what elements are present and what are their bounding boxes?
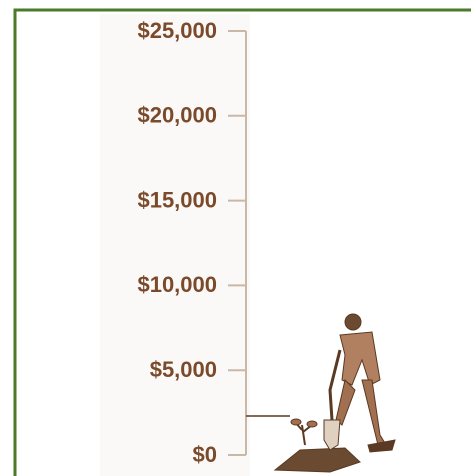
y-tick-label: $0 [193, 442, 217, 467]
y-tick-label: $5,000 [150, 357, 217, 382]
y-tick-label: $10,000 [137, 272, 217, 297]
chart: $0 $5,000 $10,000 $15,000 $20,000 $25,000 [0, 0, 471, 476]
y-tick-label: $25,000 [137, 18, 217, 43]
y-tick-label: $20,000 [137, 103, 217, 128]
panel [100, 14, 250, 476]
y-tick-label: $15,000 [137, 187, 217, 212]
